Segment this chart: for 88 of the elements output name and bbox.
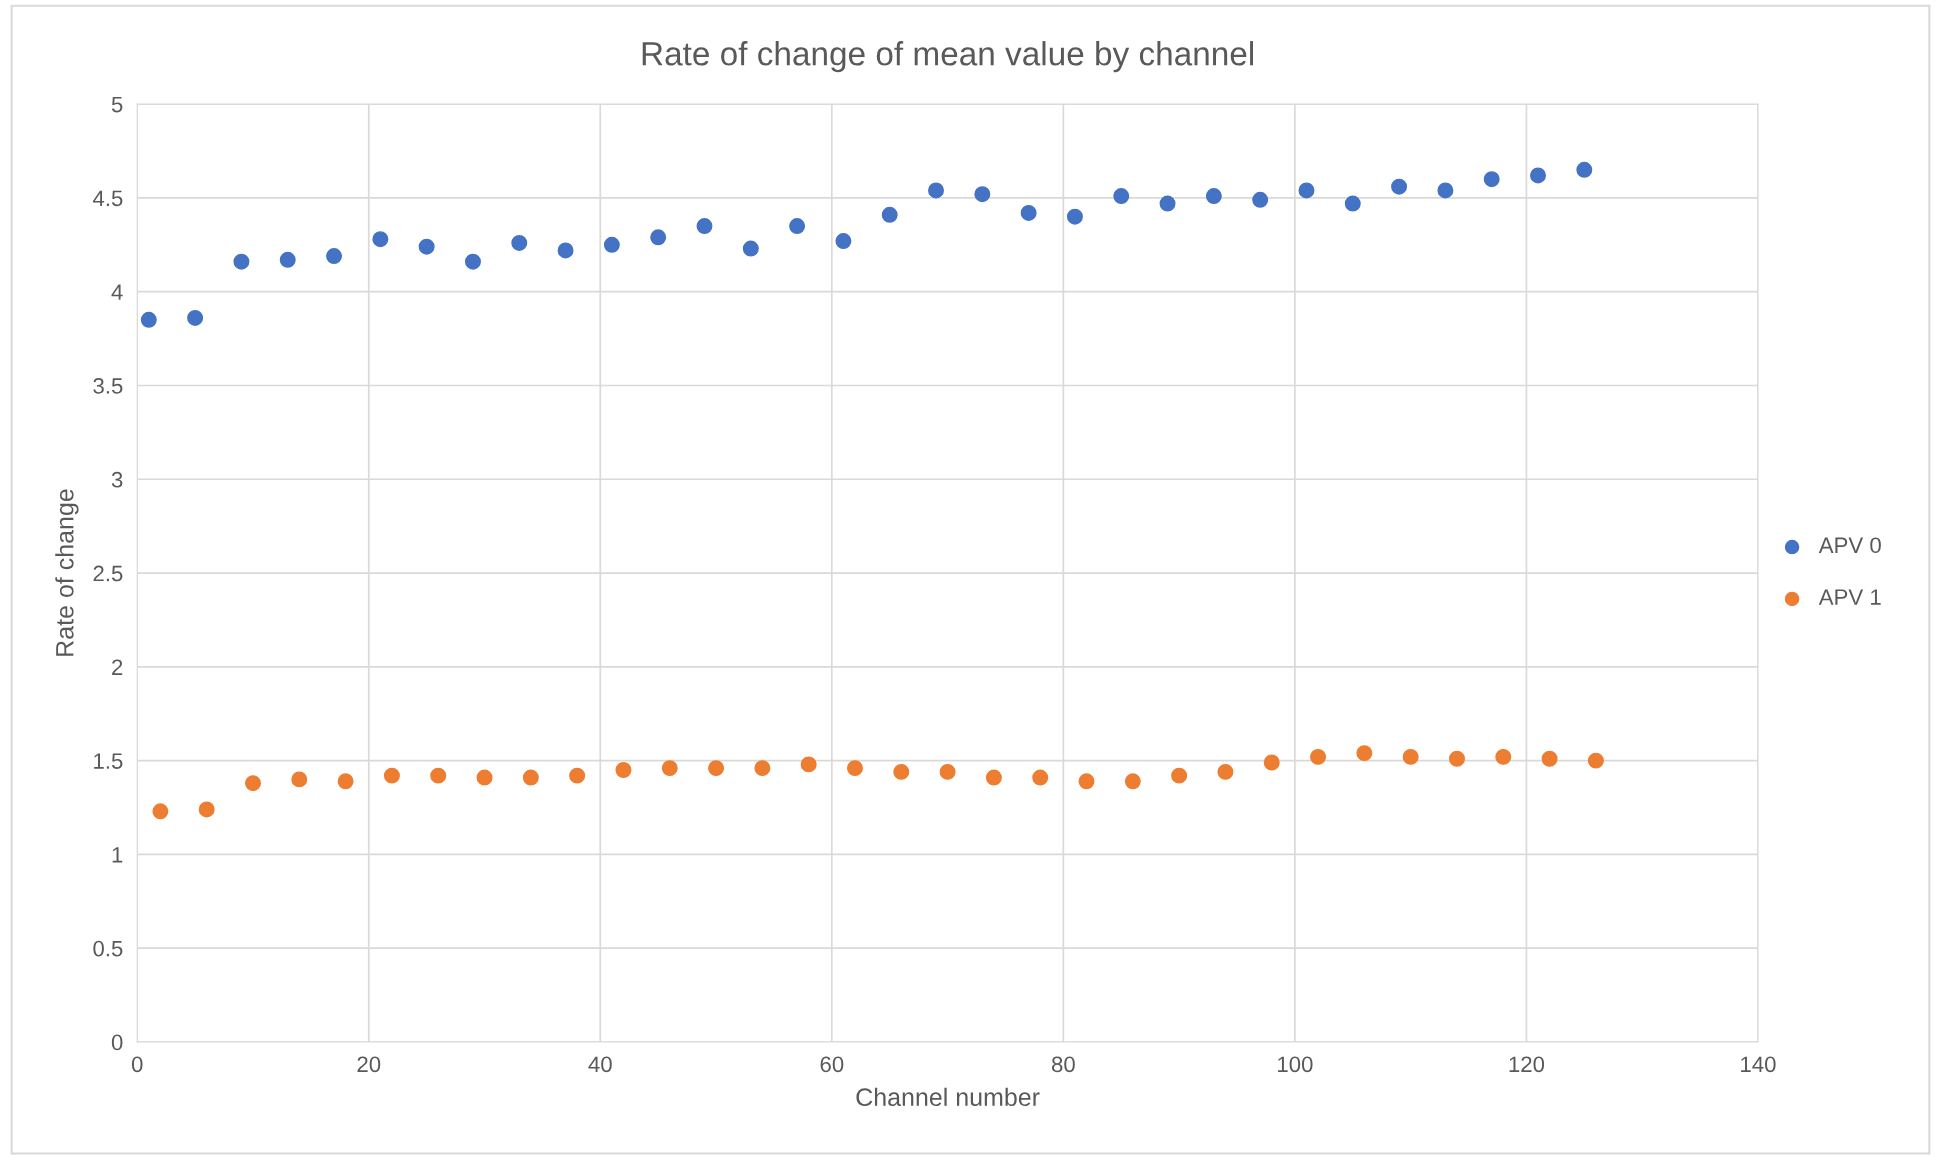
point xyxy=(603,236,620,253)
point xyxy=(1252,191,1269,208)
chart-title: Rate of change of mean value by channel xyxy=(642,41,1254,73)
x-tick-label: 100 xyxy=(1278,1056,1313,1073)
point xyxy=(1530,167,1546,184)
point xyxy=(233,253,250,270)
y-tick-label: 3.5 xyxy=(93,378,123,394)
point xyxy=(383,767,400,784)
point xyxy=(615,762,632,778)
point xyxy=(881,206,898,223)
point xyxy=(1020,204,1037,221)
point xyxy=(974,186,991,203)
point xyxy=(1217,763,1234,780)
x-tick-label: 60 xyxy=(820,1056,844,1073)
y-tick-label: 1 xyxy=(112,847,123,863)
point xyxy=(985,769,1002,786)
y-tick-label: 1.5 xyxy=(94,753,123,769)
point xyxy=(1344,195,1361,212)
point xyxy=(1032,769,1049,786)
point xyxy=(152,803,169,820)
point xyxy=(928,182,944,199)
point xyxy=(198,801,215,818)
point xyxy=(1391,178,1408,195)
y-tick-label: 5 xyxy=(111,96,123,113)
point xyxy=(696,218,713,235)
point xyxy=(326,248,343,265)
point xyxy=(939,763,956,780)
point xyxy=(1541,750,1558,767)
x-tick-label: 80 xyxy=(1051,1056,1075,1073)
point xyxy=(245,775,261,792)
point xyxy=(430,767,447,784)
y-tick-label: 0.5 xyxy=(93,940,123,957)
legend-label: APV 0 xyxy=(1818,537,1881,554)
point xyxy=(1402,748,1419,765)
point xyxy=(557,242,574,259)
point xyxy=(1356,745,1373,762)
point xyxy=(1171,767,1188,784)
legend-label: APV 1 xyxy=(1818,589,1881,605)
point xyxy=(742,240,759,257)
y-tick-label: 2 xyxy=(112,659,123,675)
point xyxy=(1587,752,1604,769)
x-tick-label: 0 xyxy=(131,1056,143,1073)
point xyxy=(1448,750,1465,767)
x-tick-label: 40 xyxy=(588,1056,612,1073)
point xyxy=(1124,773,1141,790)
point xyxy=(1483,171,1500,188)
point xyxy=(522,769,539,786)
point xyxy=(291,771,308,788)
point xyxy=(476,769,493,786)
y-axis-title: Rate of change xyxy=(55,489,79,656)
point xyxy=(1298,182,1315,199)
y-tick-label: 3 xyxy=(111,471,123,488)
y-tick-label: 4.5 xyxy=(92,190,123,207)
point xyxy=(1066,208,1083,225)
point xyxy=(661,760,678,777)
point xyxy=(1576,161,1593,178)
point xyxy=(893,763,910,780)
point xyxy=(464,253,481,270)
point xyxy=(708,760,725,777)
point xyxy=(800,756,817,773)
y-tick-label: 2.5 xyxy=(93,565,123,582)
point xyxy=(835,233,852,250)
point xyxy=(1159,195,1176,212)
x-tick-label: 140 xyxy=(1741,1056,1776,1073)
point xyxy=(569,767,586,784)
y-tick-label: 4 xyxy=(111,284,123,300)
point xyxy=(418,238,435,255)
point xyxy=(337,773,354,790)
point xyxy=(1495,748,1512,765)
point xyxy=(140,311,157,328)
point xyxy=(1113,188,1130,205)
y-tick-label: 0 xyxy=(111,1034,123,1051)
x-axis-title: Channel number xyxy=(856,1087,1040,1107)
point xyxy=(511,234,528,251)
point xyxy=(789,218,806,235)
point xyxy=(847,760,863,777)
point xyxy=(1263,754,1280,771)
point xyxy=(754,760,771,777)
point xyxy=(1205,188,1222,205)
point xyxy=(650,229,667,246)
point xyxy=(187,309,204,326)
x-tick-label: 120 xyxy=(1509,1056,1545,1073)
point xyxy=(1078,773,1095,790)
point xyxy=(1310,748,1327,765)
x-tick-label: 20 xyxy=(357,1056,381,1073)
point xyxy=(372,231,389,248)
point xyxy=(1437,182,1454,199)
point xyxy=(279,251,296,268)
